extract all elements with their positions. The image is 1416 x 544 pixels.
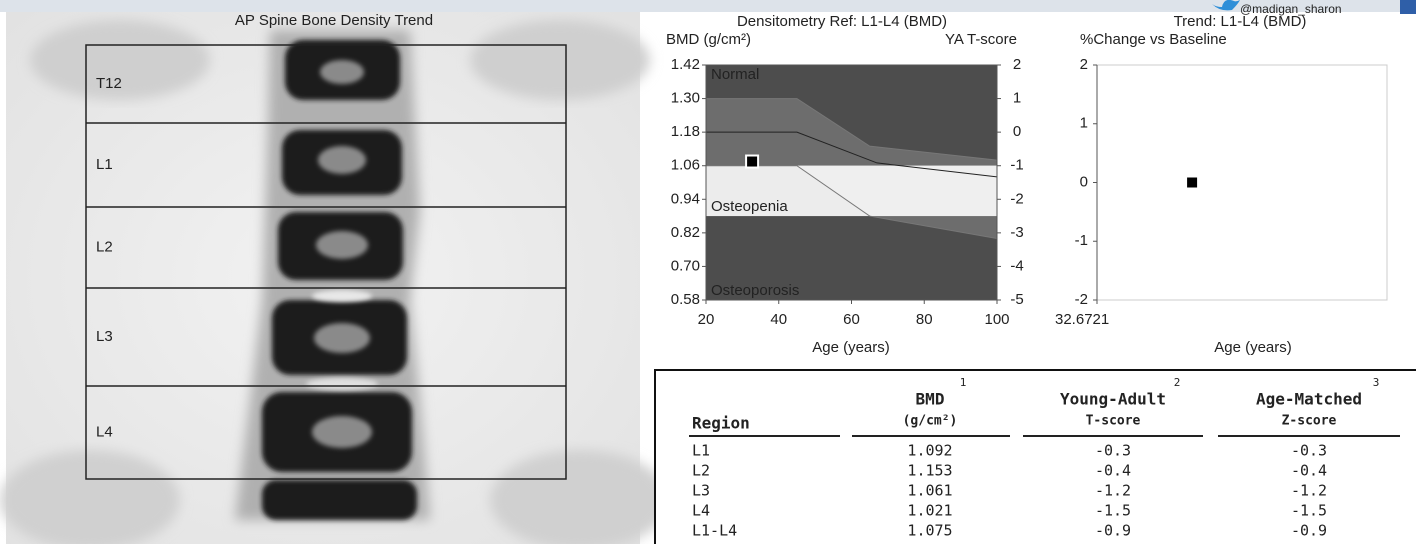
table-cell: 1.061 (907, 482, 952, 500)
y2-tick-label: -5 (1010, 291, 1023, 308)
densitometry-chart: Normal Osteopenia Osteoporosis 0.58 0.70 0.82… (671, 56, 1024, 328)
y2-tick-label: 2 (1013, 56, 1021, 73)
y2-tick-label: 0 (1013, 123, 1021, 140)
y-tick-label: 0 (1080, 173, 1088, 190)
region-label: L2 (96, 238, 113, 255)
column-subheader: Z-score (1282, 414, 1337, 429)
spine-title: AP Spine Bone Density Trend (235, 12, 433, 29)
table-cell: -1.2 (1291, 482, 1327, 500)
table-cell: L1 (692, 442, 710, 460)
table-cell: L2 (692, 462, 710, 480)
y2-tick-label: -3 (1010, 224, 1023, 241)
report: T12L1L2L3L4 AP Spine Bone Density Trend … (0, 0, 1416, 544)
table-cell: -0.9 (1291, 522, 1327, 540)
y-tick-label: 0.70 (671, 257, 700, 274)
y2-tick-label: -1 (1010, 157, 1023, 174)
trend-chart: -2 -1 0 1 2 32.6721 (1055, 56, 1387, 328)
y-tick-label: 1.42 (671, 56, 700, 73)
x-axis-label: Age (years) (1214, 339, 1292, 356)
y-tick-label: 2 (1080, 56, 1088, 73)
y-tick-label: -1 (1075, 232, 1088, 249)
footnote-marker: 1 (960, 376, 967, 389)
table-cell: -0.4 (1095, 462, 1131, 480)
region-label: L1 (96, 156, 113, 173)
facebook-icon (1400, 0, 1416, 14)
data-point (746, 156, 758, 168)
zone-label: Normal (711, 66, 759, 83)
table-cell: -0.4 (1291, 462, 1327, 480)
x-tick-label: 100 (984, 311, 1009, 328)
y2-tick-label: -2 (1010, 190, 1023, 207)
zone-label: Osteoporosis (711, 282, 799, 299)
table-cell: -1.5 (1095, 502, 1131, 520)
trend-title: Trend: L1-L4 (BMD) (1174, 13, 1307, 30)
column-header: Region (692, 414, 750, 433)
y-tick-label: 0.58 (671, 291, 700, 308)
table-cell: L1-L4 (692, 522, 737, 540)
region-label: L3 (96, 328, 113, 345)
table-cell: -1.2 (1095, 482, 1131, 500)
y-tick-label: 1.30 (671, 90, 700, 107)
x-tick-label: 80 (916, 311, 933, 328)
column-subheader: T-score (1086, 414, 1141, 429)
table-cell: 1.092 (907, 442, 952, 460)
column-header: Young-Adult (1060, 390, 1166, 409)
x-tick-label: 60 (843, 311, 860, 328)
column-subheader: (g/cm²) (903, 414, 958, 429)
zone-label: Osteopenia (711, 198, 788, 215)
table-cell: -0.3 (1291, 442, 1327, 460)
column-header: BMD (916, 390, 945, 409)
table-cell: -0.3 (1095, 442, 1131, 460)
region-label: T12 (96, 75, 122, 92)
table-cell: 1.021 (907, 502, 952, 520)
x-tick-label: 32.6721 (1055, 311, 1109, 328)
y-axis-label: BMD (g/cm²) (666, 31, 751, 48)
y2-axis-label: YA T-score (945, 31, 1017, 48)
table-cell: 1.075 (907, 522, 952, 540)
footnote-marker: 2 (1174, 376, 1181, 389)
data-point (1186, 177, 1198, 189)
column-header: Age-Matched (1256, 390, 1362, 409)
densitometry-title: Densitometry Ref: L1-L4 (BMD) (737, 13, 947, 30)
x-axis-label: Age (years) (812, 339, 890, 356)
plot-frame (1097, 65, 1387, 300)
y2-tick-label: -4 (1010, 257, 1023, 274)
table-cell: -0.9 (1095, 522, 1131, 540)
x-tick-label: 40 (770, 311, 787, 328)
y-tick-label: 1.18 (671, 123, 700, 140)
table-cell: -1.5 (1291, 502, 1327, 520)
region-label: L4 (96, 423, 113, 440)
table-cell: L3 (692, 482, 710, 500)
table-cell: 1.153 (907, 462, 952, 480)
y-tick-label: -2 (1075, 291, 1088, 308)
x-tick-label: 20 (698, 311, 715, 328)
y-tick-label: 1 (1080, 115, 1088, 132)
footnote-marker: 3 (1373, 376, 1380, 389)
y2-tick-label: 1 (1013, 90, 1021, 107)
y-tick-label: 1.06 (671, 157, 700, 174)
y-tick-label: 0.82 (671, 224, 700, 241)
y-tick-label: 0.94 (671, 190, 700, 207)
y-axis-label: %Change vs Baseline (1080, 31, 1227, 48)
frame-strip (0, 0, 1416, 12)
table-cell: L4 (692, 502, 710, 520)
page: T12L1L2L3L4 AP Spine Bone Density Trend … (0, 0, 1416, 544)
